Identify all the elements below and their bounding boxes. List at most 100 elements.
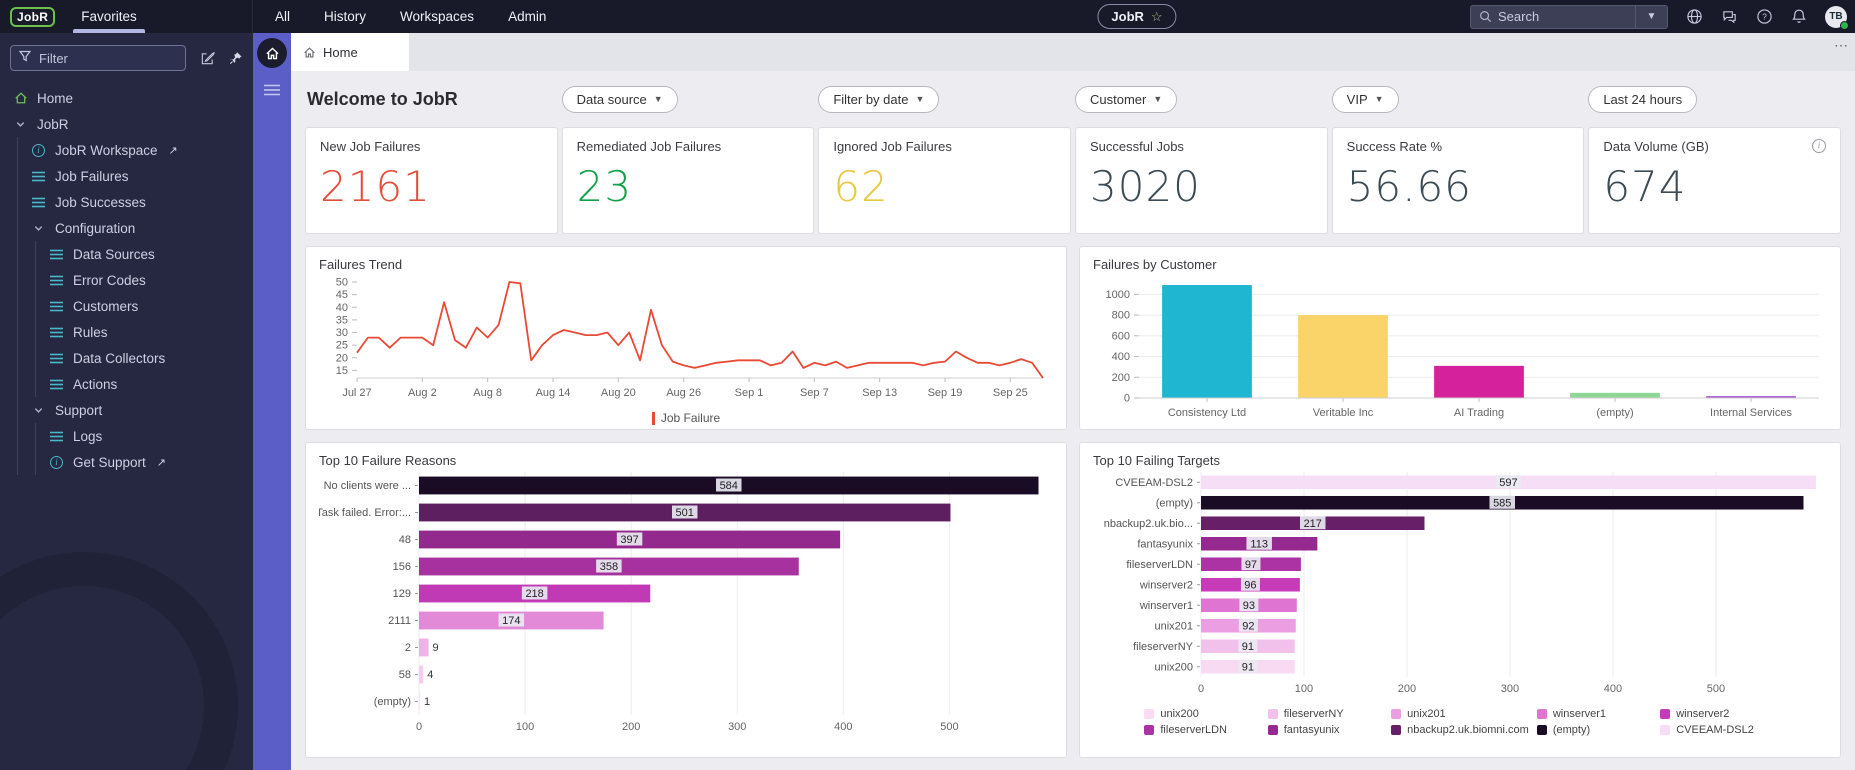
legend-label: unix201 bbox=[1407, 708, 1446, 720]
user-avatar[interactable]: TB bbox=[1825, 5, 1849, 30]
filter-pill-data-source[interactable]: Data source ▼ bbox=[561, 85, 678, 113]
svg-text:Aug 20: Aug 20 bbox=[601, 387, 636, 399]
kpi-card-new-job-failures: New Job Failures 2161 bbox=[305, 127, 558, 234]
sidebar-item-data-collectors[interactable]: Data Collectors bbox=[36, 345, 253, 371]
legend-label: winserver2 bbox=[1676, 708, 1730, 720]
sidebar-item-rules[interactable]: Rules bbox=[36, 319, 253, 345]
kpi-label: New Job Failures bbox=[320, 139, 421, 154]
sidebar-item-label: Configuration bbox=[55, 220, 136, 236]
filter-pill-last-24-hours[interactable]: Last 24 hours bbox=[1588, 85, 1698, 113]
legend-item-fileserverny[interactable]: fileserverNY bbox=[1267, 708, 1383, 720]
top-failure-reasons-chart[interactable]: 0 100 200 300 400 500 No clients were ... 584 Ta… bbox=[316, 472, 1053, 740]
kpi-value: 23 bbox=[576, 162, 633, 211]
svg-text:winserver2: winserver2 bbox=[1139, 579, 1193, 591]
legend-item-winserver1[interactable]: winserver1 bbox=[1536, 708, 1652, 720]
svg-text:91: 91 bbox=[1242, 661, 1254, 673]
legend-item-fileserverldn[interactable]: fileserverLDN bbox=[1144, 724, 1259, 736]
rail-menu-icon[interactable] bbox=[264, 84, 280, 96]
svg-text:96: 96 bbox=[1244, 579, 1256, 591]
legend-item-empty[interactable]: (empty) bbox=[1536, 724, 1652, 736]
failures-by-customer-chart[interactable]: 0 200 400 600 800 1000 Consistency Ltd Veritabl… bbox=[1093, 276, 1827, 427]
sidebar: Filter Home JobR i JobR Workspace ↗ Job Failu… bbox=[0, 33, 253, 770]
top-failing-targets-chart[interactable]: 0 100 200 300 400 500 CVEEAM-DSL2 597 (empty) 585… bbox=[1093, 472, 1827, 702]
workspace-pill[interactable]: JobR ☆ bbox=[1097, 4, 1177, 29]
info-icon[interactable]: i bbox=[1812, 139, 1826, 153]
edit-icon[interactable] bbox=[200, 51, 215, 66]
sidebar-item-jobr-workspace[interactable]: i JobR Workspace ↗ bbox=[18, 137, 253, 163]
sidebar-item-configuration[interactable]: Configuration bbox=[18, 215, 253, 241]
svg-text:40: 40 bbox=[336, 302, 348, 314]
left-rail bbox=[253, 33, 291, 770]
tab-home[interactable]: Home bbox=[291, 33, 409, 71]
list-icon bbox=[49, 379, 64, 390]
sidebar-item-customers[interactable]: Customers bbox=[36, 293, 253, 319]
svg-text:unix201: unix201 bbox=[1154, 620, 1193, 632]
failures-trend-chart[interactable]: 15 20 25 30 35 40 45 50 Jul 27 Aug 2 Aug 8 Aug 14 Au… bbox=[319, 276, 1053, 409]
topbar-left: JobR Favorites bbox=[0, 0, 253, 33]
svg-text:CVEEAM-DSL2: CVEEAM-DSL2 bbox=[1115, 477, 1193, 489]
sidebar-item-data-sources[interactable]: Data Sources bbox=[36, 241, 253, 267]
legend-item-unix200[interactable]: unix200 bbox=[1144, 708, 1259, 720]
kpi-card-ignored-job-failures: Ignored Job Failures 62 bbox=[818, 127, 1071, 234]
svg-text:Aug 8: Aug 8 bbox=[473, 387, 502, 399]
chart-title: Top 10 Failing Targets bbox=[1093, 453, 1220, 468]
tab-bar: Home ⋯ bbox=[291, 33, 1855, 71]
svg-text:(empty): (empty) bbox=[1596, 407, 1633, 419]
bell-icon[interactable] bbox=[1791, 8, 1807, 25]
filter-pill-vip[interactable]: VIP ▼ bbox=[1331, 85, 1399, 113]
sidebar-tree: Home JobR i JobR Workspace ↗ Job Failures Job … bbox=[0, 81, 253, 475]
chevron-down-icon: ▼ bbox=[1374, 94, 1384, 104]
search-dropdown-button[interactable]: ▼ bbox=[1635, 5, 1667, 28]
sidebar-item-label: JobR Workspace bbox=[55, 142, 158, 158]
svg-text:2111: 2111 bbox=[388, 615, 411, 627]
help-icon[interactable]: ? bbox=[1756, 8, 1773, 25]
kpi-value: 2161 bbox=[320, 162, 431, 211]
tree-group: Logs i Get Support ↗ bbox=[35, 423, 253, 475]
sidebar-item-actions[interactable]: Actions bbox=[36, 371, 253, 397]
filter-pill-filter-by-date[interactable]: Filter by date ▼ bbox=[818, 85, 940, 113]
sidebar-item-job-successes[interactable]: Job Successes bbox=[18, 189, 253, 215]
svg-text:48: 48 bbox=[399, 534, 411, 546]
sidebar-item-error-codes[interactable]: Error Codes bbox=[36, 267, 253, 293]
svg-text:200: 200 bbox=[1112, 372, 1130, 384]
legend-item-fantasyunix[interactable]: fantasyunix bbox=[1267, 724, 1383, 736]
search-input[interactable]: Search ▼ bbox=[1470, 4, 1668, 29]
legend-item-winserver2[interactable]: winserver2 bbox=[1660, 708, 1775, 720]
svg-text:Sep 25: Sep 25 bbox=[993, 387, 1028, 399]
legend-item-nbackup2-uk-biomni-com[interactable]: nbackup2.uk.biomni.com bbox=[1391, 724, 1529, 736]
sidebar-item-jobr[interactable]: JobR bbox=[0, 111, 253, 137]
menu-admin[interactable]: Admin bbox=[508, 9, 547, 24]
menu-all[interactable]: All bbox=[275, 9, 291, 24]
chat-icon[interactable] bbox=[1721, 8, 1738, 25]
tab-home-label: Home bbox=[323, 44, 358, 60]
tab-overflow-icon[interactable]: ⋯ bbox=[1834, 37, 1849, 53]
svg-text:100: 100 bbox=[1295, 683, 1313, 695]
tree-group: Home JobR i JobR Workspace ↗ Job Failures Job … bbox=[0, 85, 253, 475]
chevron-down-icon: ▼ bbox=[915, 94, 925, 104]
menu-workspaces[interactable]: Workspaces bbox=[400, 9, 475, 24]
svg-text:30: 30 bbox=[336, 327, 348, 339]
pin-icon[interactable] bbox=[229, 51, 243, 65]
sidebar-item-logs[interactable]: Logs bbox=[36, 423, 253, 449]
jobr-logo[interactable]: JobR bbox=[10, 6, 56, 27]
sidebar-item-home[interactable]: Home bbox=[0, 85, 253, 111]
sidebar-item-get-support[interactable]: i Get Support ↗ bbox=[36, 449, 253, 475]
list-icon bbox=[31, 171, 46, 182]
globe-icon[interactable] bbox=[1686, 8, 1703, 25]
sidebar-item-label: Job Successes bbox=[55, 194, 146, 210]
svg-text:113: 113 bbox=[1250, 538, 1268, 550]
rail-home-button[interactable] bbox=[257, 38, 287, 68]
filter-pill-customer[interactable]: Customer ▼ bbox=[1075, 85, 1178, 113]
svg-text:Sep 19: Sep 19 bbox=[928, 387, 963, 399]
tab-favorites[interactable]: Favorites bbox=[73, 0, 145, 33]
sidebar-item-job-failures[interactable]: Job Failures bbox=[18, 163, 253, 189]
legend-item-cveeam-dsl2[interactable]: CVEEAM-DSL2 bbox=[1660, 724, 1775, 736]
sidebar-item-label: Home bbox=[37, 90, 74, 106]
list-icon bbox=[49, 249, 64, 260]
legend-item-unix201[interactable]: unix201 bbox=[1391, 708, 1529, 720]
info-icon: i bbox=[31, 143, 46, 157]
menu-history[interactable]: History bbox=[324, 9, 367, 24]
filter-input[interactable]: Filter bbox=[10, 45, 186, 71]
sidebar-item-support[interactable]: Support bbox=[18, 397, 253, 423]
star-icon[interactable]: ☆ bbox=[1150, 8, 1163, 24]
